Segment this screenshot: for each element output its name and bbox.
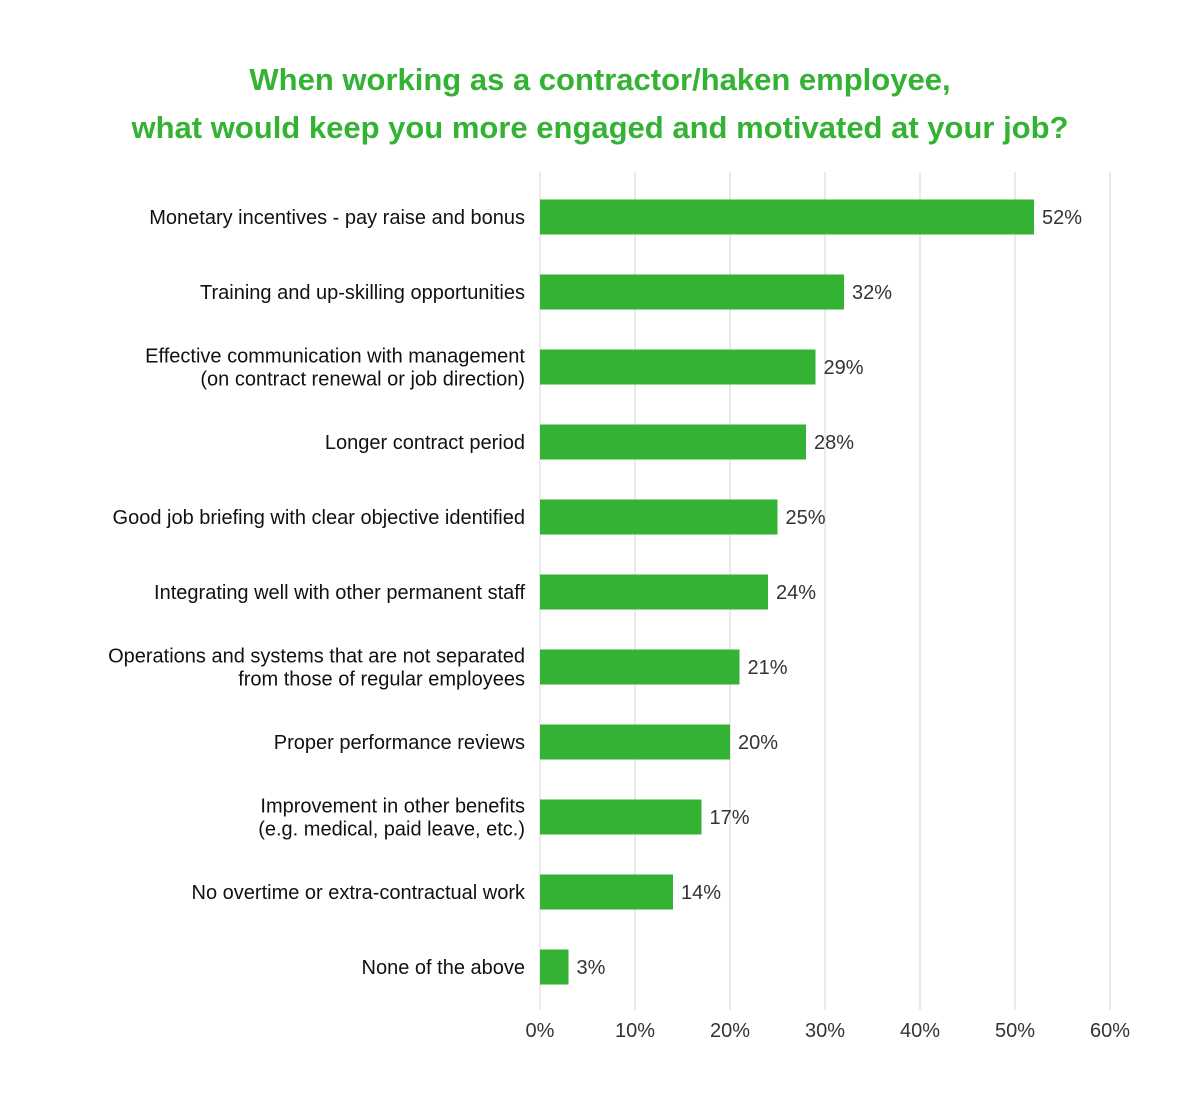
x-tick-label: 50% [995, 1020, 1035, 1042]
value-labels: 52% 32% 29% 28% 25% 24% 21% 20% 17% 14% 3% [577, 207, 1083, 979]
category-label: Monetary incentives - pay raise and bonu… [149, 207, 525, 229]
category-label: Effective communication with management [145, 346, 525, 368]
category-label: Proper performance reviews [274, 732, 525, 754]
x-tick-label: 20% [710, 1020, 750, 1042]
bar [540, 874, 673, 910]
category-label: No overtime or extra-contractual work [192, 882, 526, 904]
bar [540, 724, 730, 760]
category-label: Training and up-skilling opportunities [200, 282, 525, 304]
category-label: Longer contract period [325, 432, 525, 454]
category-label: Good job briefing with clear objective i… [113, 507, 525, 529]
category-label: Integrating well with other permanent st… [154, 582, 525, 604]
value-label: 52% [1042, 207, 1082, 229]
category-label: None of the above [362, 957, 525, 979]
bar [540, 349, 816, 385]
bar [540, 199, 1034, 235]
x-axis-tick-labels: 0% 10% 20% 30% 40% 50% 60% [526, 1020, 1131, 1042]
category-label: Operations and systems that are not sepa… [108, 646, 525, 668]
value-label: 24% [776, 582, 816, 604]
category-label: Improvement in other benefits [260, 796, 525, 818]
value-label: 28% [814, 432, 854, 454]
chart-title-line-2: what would keep you more engaged and mot… [131, 110, 1069, 145]
value-label: 32% [852, 282, 892, 304]
bar [540, 499, 778, 535]
bar [540, 649, 740, 685]
value-label: 29% [824, 357, 864, 379]
bar [540, 799, 702, 835]
x-tick-label: 60% [1090, 1020, 1130, 1042]
value-label: 17% [710, 807, 750, 829]
category-label: (e.g. medical, paid leave, etc.) [258, 819, 525, 841]
category-labels: Monetary incentives - pay raise and bonu… [108, 207, 526, 979]
x-tick-label: 0% [526, 1020, 555, 1042]
value-label: 3% [577, 957, 606, 979]
x-tick-label: 30% [805, 1020, 845, 1042]
category-label: from those of regular employees [238, 669, 525, 691]
bars [540, 199, 1034, 985]
category-label: (on contract renewal or job direction) [200, 369, 525, 391]
chart-title-line-1: When working as a contractor/haken emplo… [249, 62, 951, 97]
bar [540, 949, 569, 985]
bar [540, 574, 768, 610]
value-label: 21% [748, 657, 788, 679]
x-tick-label: 40% [900, 1020, 940, 1042]
value-label: 25% [786, 507, 826, 529]
chart-title: When working as a contractor/haken emplo… [0, 56, 1200, 152]
value-label: 14% [681, 882, 721, 904]
bar [540, 274, 844, 310]
bar [540, 424, 806, 460]
x-tick-label: 10% [615, 1020, 655, 1042]
value-label: 20% [738, 732, 778, 754]
